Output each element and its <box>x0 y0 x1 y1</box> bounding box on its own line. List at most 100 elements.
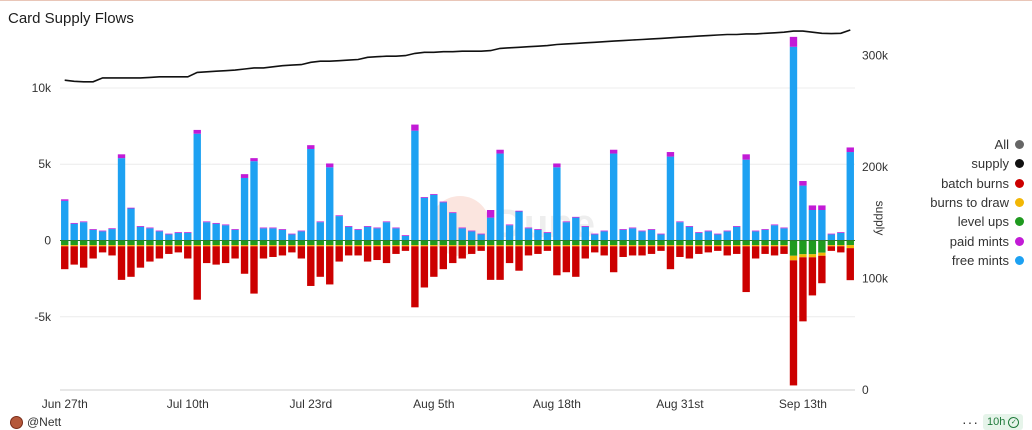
bar-burns-to-draw <box>515 245 523 247</box>
y-tick-label: 0 <box>44 234 51 248</box>
bar-burns-to-draw <box>685 245 694 247</box>
bar-paid-mints <box>761 229 769 230</box>
bar-batch-burns <box>572 246 580 277</box>
bar-free-mints <box>553 167 561 241</box>
refresh-badge[interactable]: 10h ✓ <box>983 414 1024 430</box>
bar-level-ups <box>581 240 589 246</box>
bar-paid-mints <box>818 205 826 210</box>
bar-level-ups <box>344 240 353 246</box>
author[interactable]: @Nett <box>10 415 61 429</box>
bar-paid-mints <box>240 174 249 178</box>
bar-free-mints <box>808 210 817 241</box>
bar-level-ups <box>619 240 627 246</box>
bar-free-mints <box>240 177 249 241</box>
bar-level-ups <box>477 240 485 246</box>
bar-burns-to-draw <box>638 245 646 247</box>
bar-paid-mints <box>600 230 608 232</box>
bar-paid-mints <box>619 229 627 230</box>
bar-burns-to-draw <box>70 245 78 247</box>
bar-batch-burns <box>647 246 656 254</box>
bar-free-mints <box>61 200 69 241</box>
legend-item-free-mints[interactable]: free mints <box>912 251 1024 270</box>
bar-free-mints <box>761 229 769 241</box>
bar-free-mints <box>184 232 192 241</box>
bar-burns-to-draw <box>203 245 211 247</box>
bar-paid-mints <box>733 226 741 227</box>
bar-paid-mints <box>231 229 239 230</box>
bar-burns-to-draw <box>818 252 826 256</box>
bar-batch-burns <box>553 246 561 276</box>
bar-batch-burns <box>704 246 712 253</box>
bar-paid-mints <box>789 36 798 47</box>
bar-free-mints <box>733 226 741 241</box>
bar-level-ups <box>524 240 533 246</box>
bar-paid-mints <box>79 221 88 223</box>
bar-level-ups <box>799 240 807 255</box>
bar-burns-to-draw <box>430 245 438 247</box>
bar-burns-to-draw <box>307 245 315 247</box>
bar-burns-to-draw <box>486 245 495 247</box>
bar-free-mints <box>799 185 807 241</box>
bar-burns-to-draw <box>657 245 665 247</box>
bar-batch-burns <box>799 257 807 322</box>
bar-free-mints <box>165 234 173 241</box>
bar-burns-to-draw <box>628 245 637 247</box>
bar-level-ups <box>515 240 523 246</box>
bar-level-ups <box>89 240 97 246</box>
bar-level-ups <box>600 240 608 246</box>
bar-batch-burns <box>657 246 665 251</box>
bar-free-mints <box>666 156 675 241</box>
bar-free-mints <box>449 213 457 241</box>
more-options-icon[interactable]: ··· <box>962 414 979 430</box>
bar-paid-mints <box>581 226 589 227</box>
bar-batch-burns <box>127 246 135 277</box>
bar-level-ups <box>685 240 694 246</box>
bar-paid-mints <box>468 230 476 232</box>
bar-free-mints <box>600 231 608 241</box>
bar-batch-burns <box>155 246 164 259</box>
bar-paid-mints <box>449 212 457 214</box>
bar-level-ups <box>326 240 334 246</box>
bar-batch-burns <box>761 246 769 254</box>
bar-level-ups <box>562 240 571 246</box>
bar-batch-burns <box>477 246 485 251</box>
y2-tick-label: 0 <box>862 383 869 397</box>
x-tick-label: Sep 13th <box>779 397 827 411</box>
bar-paid-mints <box>184 232 192 233</box>
legend-item-supply[interactable]: supply <box>912 154 1024 173</box>
bar-paid-mints <box>221 224 230 226</box>
bar-paid-mints <box>288 233 296 235</box>
bar-burns-to-draw <box>439 245 447 247</box>
legend-item-level-ups[interactable]: level ups <box>912 212 1024 231</box>
bar-batch-burns <box>269 246 277 257</box>
bar-batch-burns <box>344 246 353 256</box>
bar-free-mints <box>259 228 268 241</box>
legend-item-burns-to-draw[interactable]: burns to draw <box>912 193 1024 212</box>
bar-burns-to-draw <box>742 245 750 247</box>
bar-burns-to-draw <box>449 245 457 247</box>
legend-item-batch-burns[interactable]: batch burns <box>912 174 1024 193</box>
legend-item-paid-mints[interactable]: paid mints <box>912 231 1024 250</box>
bar-free-mints <box>297 231 306 241</box>
bar-batch-burns <box>628 246 637 256</box>
bar-free-mints <box>609 153 618 241</box>
bar-batch-burns <box>193 246 201 300</box>
bar-burns-to-draw <box>420 245 429 247</box>
y2-axis-label: supply <box>873 201 887 236</box>
bar-free-mints <box>685 226 694 241</box>
bar-paid-mints <box>751 230 760 232</box>
bar-batch-burns <box>591 246 599 253</box>
bar-batch-burns <box>543 246 552 251</box>
bar-level-ups <box>155 240 164 246</box>
bar-burns-to-draw <box>837 245 845 247</box>
bar-level-ups <box>297 240 306 246</box>
bar-level-ups <box>458 240 466 246</box>
x-tick-label: Jul 23rd <box>289 397 332 411</box>
bar-paid-mints <box>373 227 381 229</box>
bar-paid-mints <box>70 222 78 224</box>
bar-batch-burns <box>515 246 523 271</box>
bar-batch-burns <box>534 246 542 254</box>
legend-item-all[interactable]: All <box>912 135 1024 154</box>
bar-free-mints <box>136 226 145 241</box>
bar-batch-burns <box>505 246 514 264</box>
